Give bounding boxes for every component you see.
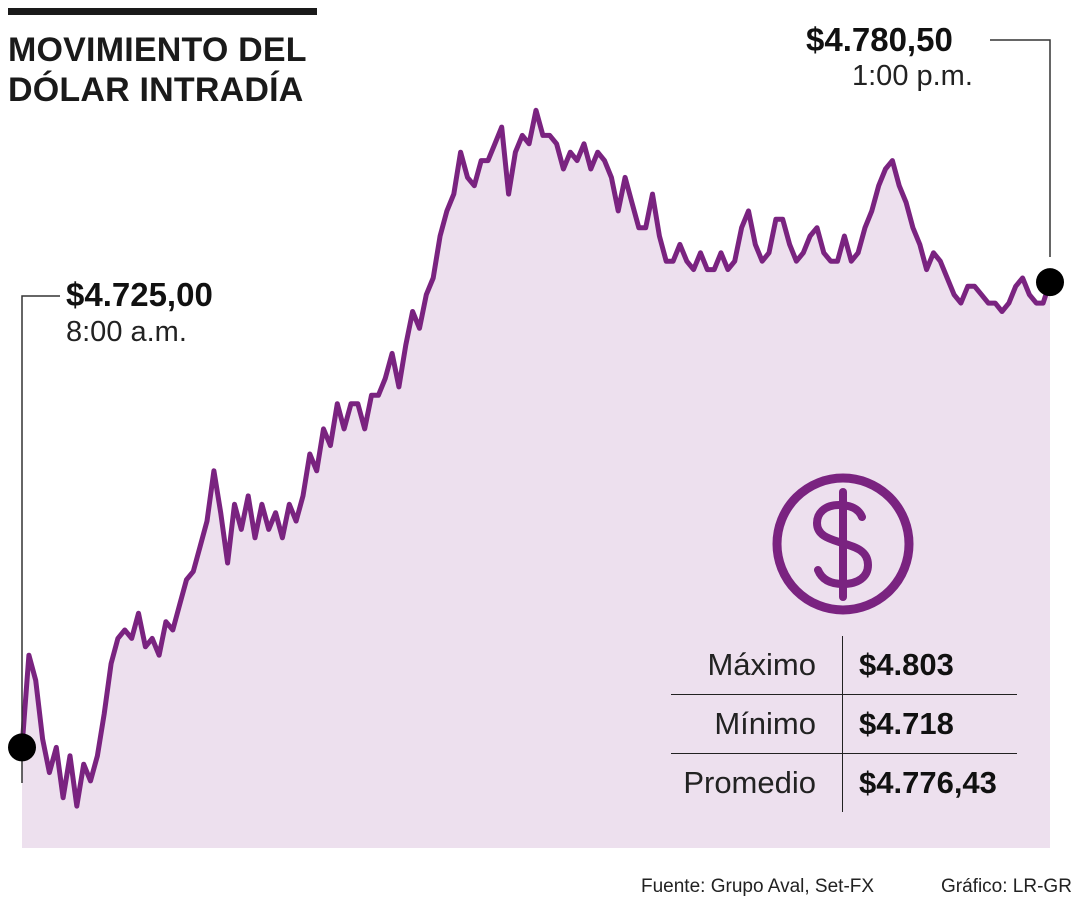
start-leader-line (21, 295, 60, 783)
title-rule (8, 8, 317, 15)
start-point-marker (8, 733, 36, 762)
stats-table: Máximo $4.803 Mínimo $4.718 Promedio $4.… (671, 636, 1017, 812)
stat-label: Mínimo (671, 695, 843, 753)
end-value-label: $4.780,50 (806, 21, 953, 58)
stat-value: $4.803 (859, 647, 954, 682)
chart-area-fill (22, 110, 1050, 849)
chart-title-line-1: MOVIMIENTO DEL (8, 31, 307, 69)
start-time-label: 8:00 a.m. (66, 316, 187, 348)
chart-series-line (19, 107, 1053, 809)
stat-label: Máximo (671, 636, 843, 694)
end-leader-line (990, 39, 1051, 257)
chart-title: MOVIMIENTO DEL DÓLAR INTRADÍA (8, 30, 348, 110)
stat-value: $4.718 (859, 706, 954, 741)
stat-value: $4.776,43 (859, 765, 997, 800)
stat-row-maximo: Máximo $4.803 (671, 636, 1017, 694)
footer-source: Fuente: Grupo Aval, Set-FX (641, 876, 875, 897)
footer-credit: Gráfico: LR-GR (941, 876, 1072, 897)
end-point-marker (1036, 268, 1064, 297)
stat-row-promedio: Promedio $4.776,43 (671, 753, 1017, 812)
end-time-label: 1:00 p.m. (852, 60, 973, 92)
dollar-circle-icon (772, 473, 914, 615)
stat-row-minimo: Mínimo $4.718 (671, 694, 1017, 753)
stat-label: Promedio (671, 754, 843, 812)
start-value-label: $4.725,00 (66, 276, 213, 313)
chart-title-line-2: DÓLAR INTRADÍA (8, 71, 304, 109)
